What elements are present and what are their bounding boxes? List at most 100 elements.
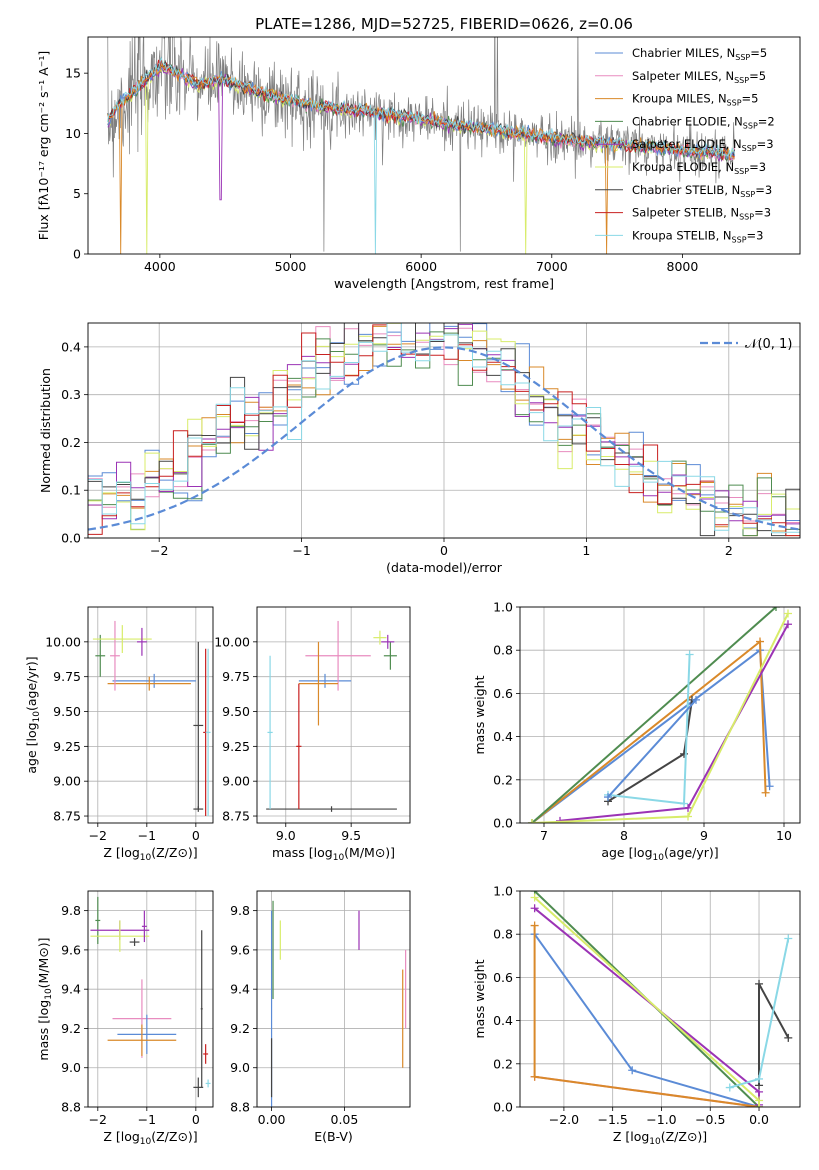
age_vs_mass-plot-area xyxy=(266,620,397,812)
axes-frame xyxy=(519,890,801,1108)
series-marker xyxy=(530,904,539,913)
y-tick-label: 8.75 xyxy=(53,809,81,824)
x-tick-label: 8000 xyxy=(667,259,699,274)
series-marker xyxy=(725,1083,734,1092)
model-spectrum-line xyxy=(107,56,736,254)
y-tick-label: 0 xyxy=(73,247,81,262)
age_vs_Z-plot-area xyxy=(92,620,211,817)
x-axis-label: Z [log10(Z/Z⊙)] xyxy=(103,845,197,863)
y-tick-label: 0.4 xyxy=(493,1013,513,1028)
series-marker xyxy=(692,695,700,704)
y-tick-label: 8.8 xyxy=(230,1100,250,1115)
series-line xyxy=(607,699,697,798)
x-axis-label: mass [log10(M/M⊙)] xyxy=(272,845,395,863)
y-axis-label: Flux [fλ10⁻¹⁷ erg cm⁻² s⁻¹ A⁻¹] xyxy=(36,51,51,240)
y-tick-label: 5 xyxy=(73,186,81,201)
series-marker xyxy=(755,979,764,988)
legend-entry: Kroupa MILES, NSSP=5 xyxy=(632,92,758,108)
y-tick-label: 0.0 xyxy=(493,1100,513,1115)
x-tick-label: −2 xyxy=(89,1112,107,1127)
x-tick-label: 4000 xyxy=(144,259,176,274)
residuals-plot-area xyxy=(88,323,800,537)
x-tick-label: 0 xyxy=(192,1112,200,1127)
x-tick-label: −1 xyxy=(138,1112,156,1127)
y-tick-label: 9.50 xyxy=(222,704,250,719)
age_vs_Z-panel: −2 −1 0 8.75 9.00 9.25 9.50 9.75 10.00 Z [log10(Z… xyxy=(24,606,214,863)
massweight_vs_Z-panel: −2.0 −1.5 −1.0 −0.5 0.0 0.0 0.2 0.4 0.6 0.8 1.0 Z [… xyxy=(472,884,801,1147)
series-marker xyxy=(755,1074,764,1083)
y-tick-label: 0.0 xyxy=(61,531,81,546)
normal-distribution-curve xyxy=(88,346,800,531)
y-tick-label: 9.4 xyxy=(230,982,250,997)
x-axis-label: E(B-V) xyxy=(314,1129,353,1144)
x-axis-label: age [log10(age/yr)] xyxy=(601,845,718,863)
y-tick-label: 0.6 xyxy=(493,686,513,701)
x-axis-label: Z [log10(Z/Z⊙)] xyxy=(103,1129,197,1147)
y-tick-label: 9.25 xyxy=(222,739,250,754)
spectrum-panel: 4000 5000 6000 7000 8000 0 5 10 15 wavelength [An… xyxy=(36,36,801,291)
series-marker xyxy=(756,637,764,646)
observed-spectrum-line xyxy=(107,37,736,252)
figure-title: PLATE=1286, MJD=52725, FIBERID=0626, z=0… xyxy=(255,15,633,33)
legend-entry: Chabrier ELODIE, NSSP=2 xyxy=(632,114,775,130)
series-marker xyxy=(528,819,536,823)
x-tick-label: −1.0 xyxy=(646,1112,676,1127)
y-tick-label: 8.75 xyxy=(222,809,250,824)
y-tick-label: 10.00 xyxy=(214,634,250,649)
y-tick-label: 9.8 xyxy=(61,903,81,918)
x-tick-label: −2.0 xyxy=(549,1112,579,1127)
x-tick-label: 6000 xyxy=(405,259,437,274)
y-tick-label: 0.4 xyxy=(61,339,81,354)
series-marker xyxy=(765,782,774,791)
x-tick-label: 9.5 xyxy=(341,828,361,843)
legend-entry: 𝒩(0, 1) xyxy=(745,337,792,352)
x-tick-label: 1 xyxy=(582,543,590,558)
axes-frame xyxy=(87,322,801,539)
y-tick-label: 0.2 xyxy=(61,435,81,450)
y-tick-label: 1.0 xyxy=(493,600,513,615)
x-tick-label: −2 xyxy=(150,543,168,558)
axes-frame xyxy=(87,606,214,824)
series-marker xyxy=(530,1072,539,1081)
y-tick-label: 0.8 xyxy=(493,927,513,942)
histogram-step-line xyxy=(88,323,800,537)
model-spectrum-line xyxy=(107,60,736,254)
y-tick-label: 0.3 xyxy=(61,387,81,402)
series-line xyxy=(758,983,790,1086)
x-tick-label: −1 xyxy=(292,543,310,558)
y-axis-label: age [log10(age/yr)] xyxy=(24,656,42,773)
x-tick-label: 5000 xyxy=(275,259,307,274)
series-marker xyxy=(784,609,792,618)
series-marker xyxy=(684,803,692,812)
series-marker xyxy=(604,793,612,802)
x-tick-label: 7000 xyxy=(536,259,568,274)
y-tick-label: 9.50 xyxy=(53,704,81,719)
x-tick-label: 0.00 xyxy=(258,1112,286,1127)
series-marker xyxy=(755,1103,764,1107)
y-tick-label: 1.0 xyxy=(493,884,513,899)
axes-frame xyxy=(87,36,801,255)
y-tick-label: 9.00 xyxy=(53,774,81,789)
legend-entry: Salpeter MILES, NSSP=5 xyxy=(632,69,766,85)
y-tick-label: 0.2 xyxy=(493,1056,513,1071)
series-marker xyxy=(761,788,770,797)
y-tick-label: 9.4 xyxy=(61,982,81,997)
x-tick-label: 10 xyxy=(776,828,792,843)
series-marker xyxy=(530,893,539,902)
y-tick-label: 9.6 xyxy=(230,942,250,957)
y-axis-label: mass weight xyxy=(472,675,487,754)
y-tick-label: 9.25 xyxy=(53,739,81,754)
spectrum-plot-area xyxy=(107,37,736,254)
mass_vs_EBV-plot-area xyxy=(270,900,407,1107)
histogram-step-line xyxy=(88,323,800,534)
x-tick-label: 9 xyxy=(700,828,708,843)
y-tick-label: 9.75 xyxy=(53,669,81,684)
mass_vs_EBV-panel: 0.00 0.05 8.8 9.0 9.2 9.4 9.6 9.8 E(B-V) xyxy=(230,890,411,1144)
x-axis-label: wavelength [Angstrom, rest frame] xyxy=(334,276,554,291)
series-marker xyxy=(628,1066,637,1075)
x-tick-label: −1 xyxy=(138,828,156,843)
y-tick-label: 9.0 xyxy=(61,1060,81,1075)
mass_vs_Z-panel: −2 −1 0 8.8 9.0 9.2 9.4 9.6 9.8 Z [log10(Z/Z⊙)] ma… xyxy=(36,890,214,1147)
x-axis-label: Z [log10(Z/Z⊙)] xyxy=(613,1129,707,1147)
